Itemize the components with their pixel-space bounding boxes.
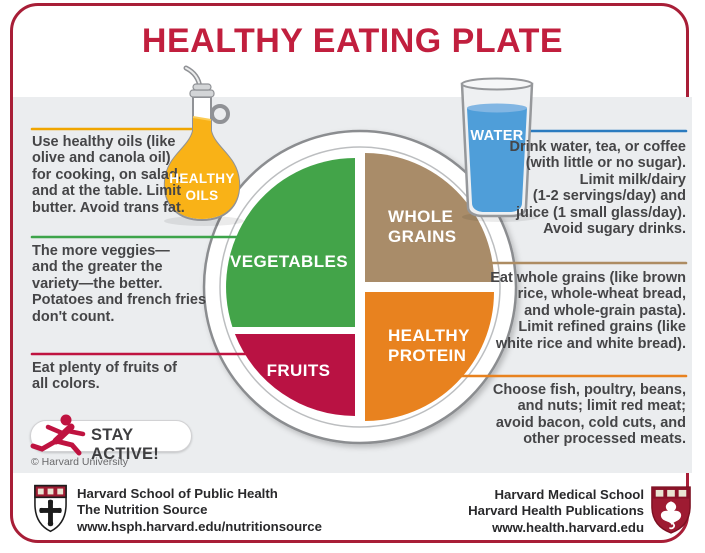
footer-right-url: www.health.harvard.edu <box>492 519 644 535</box>
hms-shield-icon <box>651 486 691 534</box>
protein-annotation: Choose fish, poultry, beans, and nuts; l… <box>492 382 686 448</box>
footer-left-url: www.hsph.harvard.edu/nutritionsource <box>77 518 322 534</box>
fruits-annotation: Eat plenty of fruits of all colors. <box>32 360 177 393</box>
footer-left-line2: The Nutrition Source <box>77 502 208 518</box>
runner-icon <box>30 414 86 456</box>
fruits-label: FRUITS <box>266 361 331 380</box>
water-label: WATER <box>470 128 524 144</box>
plate <box>202 129 518 445</box>
vegetables-label: VEGETABLES <box>230 252 348 271</box>
footer-right-line2: Harvard Health Publications <box>468 503 644 519</box>
footer-right: Harvard Medical School Harvard Health Pu… <box>420 487 644 536</box>
hsph-shield-icon <box>34 484 67 533</box>
plate-inner-ring <box>219 146 501 428</box>
whole-grains-sector <box>365 153 494 282</box>
footer-right-line1: Harvard Medical School <box>494 487 644 502</box>
fruits-sector <box>234 334 355 416</box>
water-glass-icon <box>460 77 538 222</box>
footer-left: Harvard School of Public Health The Nutr… <box>77 486 322 535</box>
page-title: HEALTHY EATING PLATE <box>141 22 564 60</box>
whole-grains-label: WHOLE GRAINS <box>388 207 457 246</box>
stay-active-label: STAY ACTIVE! <box>91 426 160 463</box>
footer-left-line1: Harvard School of Public Health <box>77 486 278 501</box>
grains-annotation: Eat whole grains (like brown rice, whole… <box>490 270 686 352</box>
oils-annotation: Use healthy oils (like olive and canola … <box>32 134 185 216</box>
copyright-text: © Harvard University <box>31 456 129 468</box>
connector-lines <box>30 127 688 378</box>
vegetables-sector <box>226 158 355 327</box>
healthy-protein-label: HEALTHY PROTEIN <box>388 326 470 365</box>
oil-bottle-icon <box>163 65 244 226</box>
vegetables-annotation: The more veggies— and the greater the va… <box>32 243 207 325</box>
healthy-oils-label: HEALTHY OILS <box>169 171 235 203</box>
healthy-protein-sector <box>365 292 494 421</box>
water-annotation: Drink water, tea, or coffee (with little… <box>509 139 686 238</box>
